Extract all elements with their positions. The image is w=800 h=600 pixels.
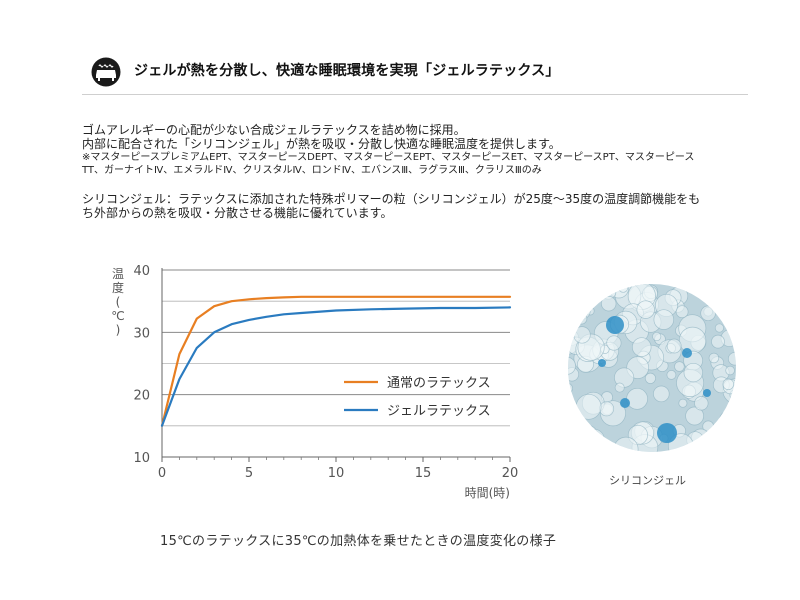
foam-bubble bbox=[694, 396, 709, 411]
foam-bubble bbox=[614, 382, 625, 393]
foam-bubble bbox=[576, 424, 599, 447]
foam-bubble bbox=[574, 288, 588, 301]
foam-bubble bbox=[575, 313, 588, 325]
foam-bubble bbox=[568, 402, 578, 421]
intro-paragraph: ゴムアレルギーの心配が少ない合成ジェルラテックスを詰め物に採用。 内部に配合され… bbox=[82, 123, 694, 177]
foam-bubble bbox=[575, 393, 602, 420]
gel-particle bbox=[620, 398, 630, 408]
foam-bubble bbox=[685, 406, 704, 426]
silicon-gel-description: シリコンジェル：ラテックスに添加された特殊ポリマーの粒（シリコンジェル）が25度… bbox=[82, 192, 700, 220]
foam-bubble bbox=[722, 378, 735, 391]
foam-bubble bbox=[599, 401, 615, 417]
silicon-gel-photo bbox=[567, 283, 737, 457]
foam-bubble bbox=[653, 385, 670, 403]
x-tick-label: 0 bbox=[158, 466, 166, 481]
gel-particle bbox=[606, 316, 624, 334]
y-axis-label: 温度(℃) bbox=[111, 267, 124, 337]
x-tick-label: 5 bbox=[245, 466, 253, 481]
silicon-desc-line-2: ち外部からの熱を吸収・分散させる機能に優れています。 bbox=[82, 206, 393, 220]
foam-bubble bbox=[652, 331, 662, 342]
mattress-icon bbox=[91, 57, 121, 87]
foam-bubble bbox=[618, 284, 629, 293]
legend-label: 通常のラテックス bbox=[387, 376, 491, 391]
silicon-gel-image bbox=[568, 284, 736, 452]
y-tick-label: 30 bbox=[133, 326, 150, 341]
foam-bubble bbox=[714, 323, 724, 333]
series-line-2 bbox=[160, 306, 512, 427]
foam-bubble bbox=[568, 356, 576, 375]
gel-particle bbox=[598, 359, 606, 367]
foam-bubble bbox=[653, 309, 675, 330]
foam-bubble bbox=[568, 428, 590, 452]
foam-bubble bbox=[606, 335, 622, 351]
foam-bubble bbox=[636, 300, 655, 319]
x-tick-label: 20 bbox=[502, 466, 519, 481]
foam-bubble bbox=[683, 362, 703, 383]
foam-bubble bbox=[700, 305, 716, 322]
temperature-chart-svg: 10 20 30 40 0 5 10 15 20 温度(℃) 時間(時) 通常のラテックスジェルラテッ… bbox=[111, 264, 519, 500]
foam-bubble bbox=[711, 292, 729, 310]
foam-bubble bbox=[631, 337, 652, 357]
foam-bubble bbox=[644, 372, 656, 384]
silicon-desc-line-1: シリコンジェル：ラテックスに添加された特殊ポリマーの粒（シリコンジェル）が25度… bbox=[82, 192, 701, 206]
x-tick-label: 10 bbox=[328, 466, 345, 481]
foam-bubble bbox=[708, 352, 720, 364]
foam-bubble bbox=[573, 326, 591, 344]
note-line-1: ※マスターピースプレミアムEPT、マスターピースDEPT、マスターピースEPT、… bbox=[82, 152, 695, 163]
photo-texture bbox=[568, 284, 736, 452]
y-tick-label: 20 bbox=[133, 389, 150, 404]
foam-bubble bbox=[675, 305, 689, 319]
foam-bubble bbox=[585, 306, 595, 316]
foam-bubble bbox=[719, 410, 736, 428]
foam-bubble bbox=[725, 365, 735, 376]
temperature-chart: 10 20 30 40 0 5 10 15 20 温度(℃) 時間(時) 通常のラテックス ジェルラテッ… bbox=[100, 258, 540, 508]
header-divider bbox=[82, 94, 748, 95]
foam-bubble bbox=[724, 415, 736, 440]
foam-bubble bbox=[718, 427, 736, 452]
intro-line-1: ゴムアレルギーの心配が少ない合成ジェルラテックスを詰め物に採用。 bbox=[82, 123, 466, 137]
chart-caption: 15℃のラテックスに35℃の加熱体を乗せたときの温度変化の様子 bbox=[160, 534, 557, 549]
y-tick-label: 10 bbox=[133, 451, 150, 466]
foam-bubble bbox=[666, 370, 677, 380]
foam-bubble bbox=[582, 284, 609, 297]
foam-bubble bbox=[626, 387, 648, 410]
foam-bubble bbox=[709, 436, 726, 452]
gel-particle bbox=[682, 348, 692, 358]
foam-bubble bbox=[711, 334, 725, 349]
intro-line-2: 内部に配合された「シリコンジェル」が熱を吸収・分散し快適な睡眠温度を提供します。 bbox=[82, 137, 561, 151]
gel-particle bbox=[657, 423, 677, 443]
foam-bubble bbox=[583, 428, 605, 450]
note-line-2: TT、ガーナイトⅣ、エメラルドⅣ、クリスタルⅣ、ロンドⅣ、エバンスⅢ、ラグラスⅢ… bbox=[82, 165, 542, 176]
foam-bubble bbox=[571, 284, 591, 297]
legend-label: ジェルラテックス bbox=[387, 404, 491, 419]
foam-bubble bbox=[572, 301, 591, 320]
foam-bubble bbox=[674, 361, 685, 372]
foam-bubble bbox=[570, 422, 591, 443]
x-tick-label: 15 bbox=[415, 466, 432, 481]
page-title: ジェルが熱を分散し、快適な睡眠環境を実現「ジェルラテックス」 bbox=[134, 63, 560, 79]
x-axis-label: 時間(時) bbox=[465, 486, 510, 500]
foam-bubble bbox=[601, 296, 617, 312]
photo-label: シリコンジェル bbox=[609, 474, 686, 487]
foam-bubble bbox=[666, 338, 682, 354]
gel-particle bbox=[703, 389, 711, 397]
y-tick-label: 40 bbox=[133, 264, 150, 279]
series-line-1 bbox=[160, 295, 512, 427]
foam-bubble bbox=[573, 433, 588, 448]
foam-bubble bbox=[678, 398, 688, 408]
